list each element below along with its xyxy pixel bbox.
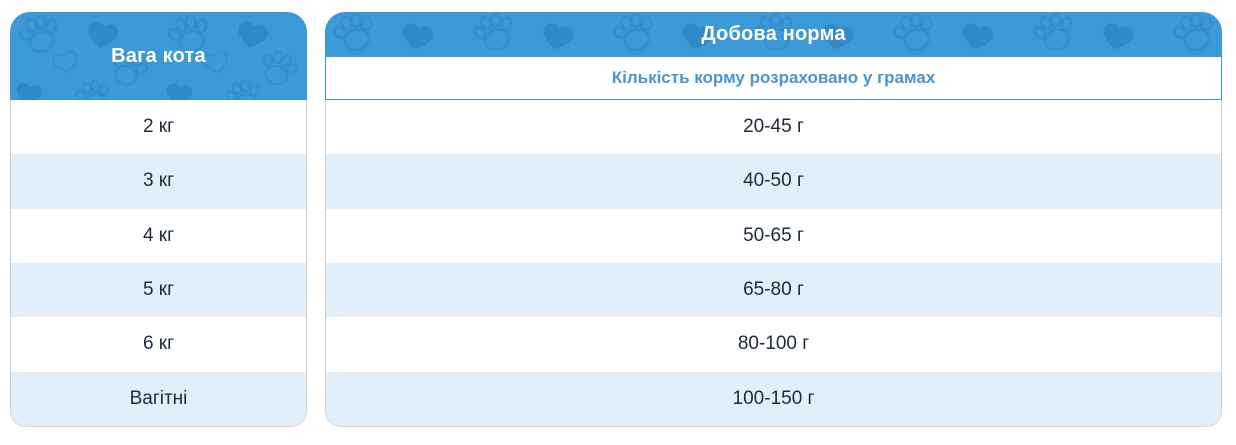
daily-norm-header: Добова норма — [325, 12, 1222, 57]
weight-row-6kg: 6 кг — [142, 333, 175, 355]
norm-row-pregnant: 100-150 г — [326, 371, 1221, 426]
cat-weight-header: Вага кота — [10, 12, 307, 100]
cat-weight-header-label: Вага кота — [111, 44, 206, 67]
norm-row-6kg: 80-100 г — [737, 333, 810, 355]
weight-row-5kg: 5 кг — [11, 262, 306, 318]
cat-weight-body: 2 кг 3 кг 4 кг 5 кг 6 кг Вагітні — [10, 100, 307, 427]
daily-norm-body: 20-45 г 40-50 г 50-65 г 65-80 г 80-100 г… — [325, 100, 1222, 427]
weight-row-3kg: 3 кг — [11, 154, 306, 209]
daily-norm-subheader: Кількість корму розраховано у грамах — [325, 57, 1222, 100]
norm-row-5kg: 65-80 г — [326, 262, 1221, 318]
weight-row-pregnant: Вагітні — [11, 371, 306, 426]
norm-row-4kg: 50-65 г — [743, 224, 804, 246]
cat-weight-table: Вага кота 2 кг 3 кг 4 кг 5 кг 6 кг Вагіт… — [10, 12, 307, 427]
daily-norm-table: Добова норма Кількість корму розраховано… — [325, 12, 1222, 427]
norm-row-2kg: 20-45 г — [743, 116, 804, 138]
norm-row-3kg: 40-50 г — [326, 154, 1221, 209]
weight-row-2kg: 2 кг — [142, 116, 175, 138]
daily-norm-header-label: Добова норма — [701, 23, 846, 45]
weight-row-4kg: 4 кг — [142, 224, 175, 246]
